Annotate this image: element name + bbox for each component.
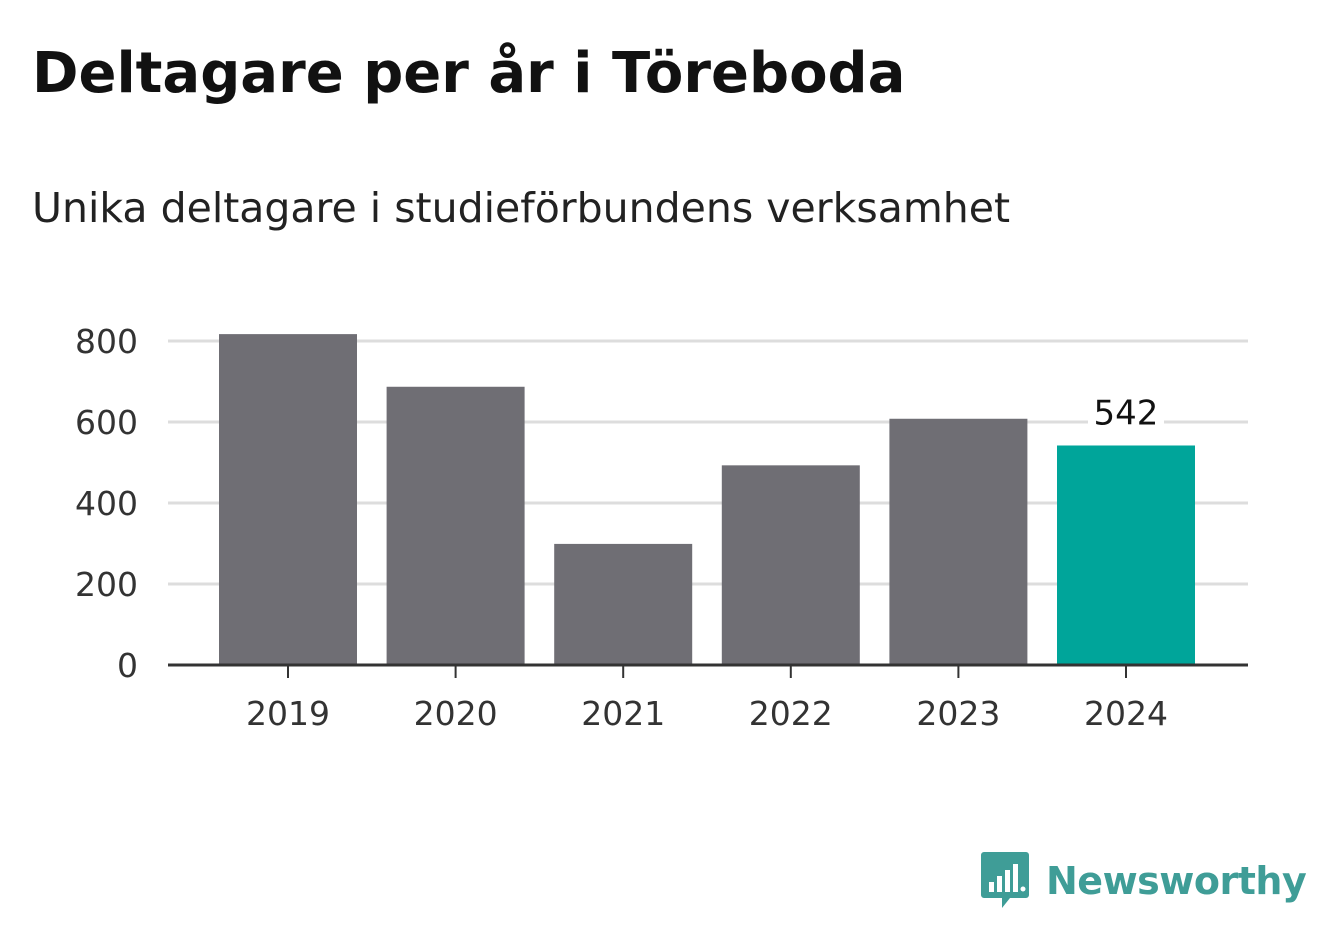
bar-2021 xyxy=(554,543,693,665)
bar-chart: 0 200 400 600 800 2019 2020 2021 2022 2023 542 2024 xyxy=(75,322,1248,733)
x-tick-label-2019: 2019 xyxy=(246,694,330,733)
logo-text: Newsworthy xyxy=(1046,859,1307,903)
chart-subtitle: Unika deltagare i studieförbundens verks… xyxy=(32,184,1011,232)
bar-2022 xyxy=(721,465,860,665)
bar-2020 xyxy=(386,386,525,665)
y-tick-label-600: 600 xyxy=(75,403,138,442)
labels: 0 200 400 600 800 2019 2020 2021 2022 2023 542 2024 xyxy=(75,322,1168,733)
chart-title: Deltagare per år i Töreboda xyxy=(32,41,906,106)
y-tick-label-0: 0 xyxy=(117,646,138,685)
bar-2019 xyxy=(219,334,357,665)
bar-2024 xyxy=(1057,445,1195,665)
x-tick-label-2021: 2021 xyxy=(581,694,665,733)
x-tick-label-2024: 2024 xyxy=(1084,694,1168,733)
y-tick-label-400: 400 xyxy=(75,484,138,523)
y-tick-label-200: 200 xyxy=(75,565,138,604)
x-tick-label-2023: 2023 xyxy=(916,694,1000,733)
bar-2023 xyxy=(889,418,1028,665)
y-tick-label-800: 800 xyxy=(75,322,138,361)
speech-bubble-bar-chart-icon xyxy=(981,852,1029,908)
data-label-2024: 542 xyxy=(1094,393,1159,433)
x-tick-label-2022: 2022 xyxy=(749,694,833,733)
x-tick-label-2020: 2020 xyxy=(414,694,498,733)
data-label-background-2024 xyxy=(1088,391,1164,436)
bars xyxy=(219,334,1195,665)
newsworthy-logo: Newsworthy xyxy=(980,850,1307,912)
axes xyxy=(168,663,1248,678)
